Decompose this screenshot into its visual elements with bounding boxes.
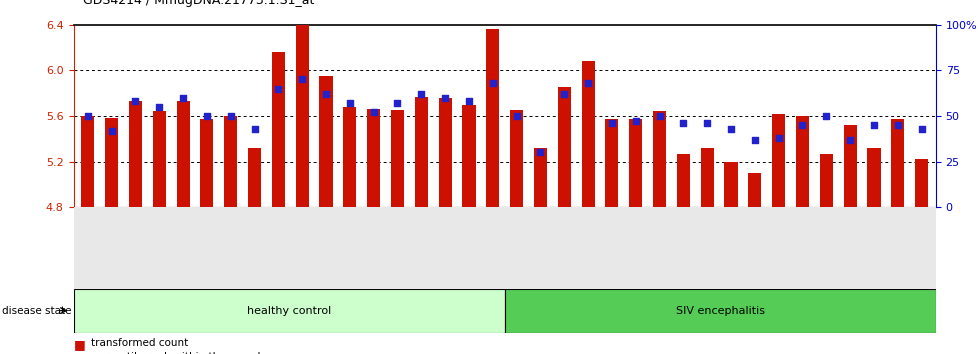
Bar bbox=[796, 116, 809, 207]
Point bbox=[890, 122, 906, 128]
Text: percentile rank within the sample: percentile rank within the sample bbox=[91, 352, 267, 354]
Bar bbox=[439, 98, 452, 207]
Bar bbox=[724, 161, 738, 207]
Point bbox=[818, 113, 834, 119]
Point bbox=[509, 113, 524, 119]
Bar bbox=[271, 52, 285, 207]
Point bbox=[628, 119, 644, 124]
Point bbox=[152, 104, 168, 110]
Bar bbox=[105, 118, 119, 207]
Point bbox=[771, 135, 787, 141]
Bar bbox=[534, 148, 547, 207]
Bar bbox=[867, 148, 880, 207]
Point bbox=[652, 113, 667, 119]
Bar bbox=[510, 110, 523, 207]
Point bbox=[437, 95, 453, 101]
Bar bbox=[81, 116, 94, 207]
Bar bbox=[891, 119, 905, 207]
Point bbox=[866, 122, 882, 128]
Point bbox=[557, 91, 572, 97]
Point bbox=[747, 137, 762, 142]
Point bbox=[842, 137, 858, 142]
Point bbox=[390, 100, 406, 106]
Point bbox=[604, 120, 619, 126]
FancyBboxPatch shape bbox=[74, 289, 505, 333]
Point bbox=[294, 77, 310, 82]
Bar bbox=[176, 101, 190, 207]
Bar bbox=[677, 154, 690, 207]
Point bbox=[366, 109, 381, 115]
Bar bbox=[391, 110, 404, 207]
Bar bbox=[319, 76, 332, 207]
Point bbox=[222, 113, 238, 119]
Point bbox=[199, 113, 215, 119]
Bar bbox=[486, 29, 500, 207]
Point bbox=[580, 80, 596, 86]
Bar bbox=[415, 97, 428, 207]
Text: transformed count: transformed count bbox=[91, 338, 188, 348]
Bar bbox=[772, 114, 785, 207]
Point bbox=[318, 91, 334, 97]
Bar bbox=[558, 87, 570, 207]
Point bbox=[675, 120, 691, 126]
Point bbox=[175, 95, 191, 101]
Point bbox=[342, 100, 358, 106]
Bar bbox=[224, 116, 237, 207]
Bar bbox=[200, 119, 214, 207]
Point bbox=[104, 128, 120, 133]
Bar bbox=[606, 119, 618, 207]
Point bbox=[532, 150, 548, 155]
Point bbox=[270, 86, 286, 91]
Point bbox=[127, 98, 143, 104]
Bar bbox=[368, 109, 380, 207]
Bar bbox=[581, 61, 595, 207]
Bar bbox=[915, 159, 928, 207]
Text: SIV encephalitis: SIV encephalitis bbox=[676, 306, 764, 316]
Point bbox=[80, 113, 96, 119]
Point bbox=[723, 126, 739, 132]
Point bbox=[462, 98, 477, 104]
Bar bbox=[129, 101, 142, 207]
Point bbox=[700, 120, 715, 126]
Text: ■: ■ bbox=[74, 352, 85, 354]
Bar bbox=[749, 173, 761, 207]
Bar bbox=[844, 125, 857, 207]
Bar bbox=[701, 148, 713, 207]
Point bbox=[795, 122, 810, 128]
Point bbox=[247, 126, 263, 132]
Point bbox=[485, 80, 501, 86]
Bar bbox=[153, 112, 166, 207]
Bar bbox=[819, 154, 833, 207]
Text: healthy control: healthy control bbox=[247, 306, 331, 316]
Bar bbox=[248, 148, 261, 207]
Point bbox=[913, 126, 929, 132]
Text: ■: ■ bbox=[74, 338, 85, 351]
Point bbox=[414, 91, 429, 97]
FancyBboxPatch shape bbox=[505, 289, 936, 333]
Bar bbox=[296, 25, 309, 207]
Bar bbox=[343, 107, 357, 207]
Bar bbox=[463, 104, 475, 207]
Text: disease state: disease state bbox=[2, 306, 72, 316]
Bar bbox=[653, 112, 666, 207]
Text: GDS4214 / MmugDNA.21773.1.S1_at: GDS4214 / MmugDNA.21773.1.S1_at bbox=[83, 0, 315, 7]
Bar bbox=[629, 119, 642, 207]
